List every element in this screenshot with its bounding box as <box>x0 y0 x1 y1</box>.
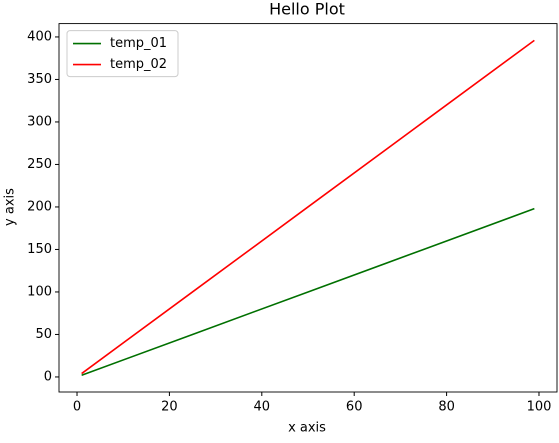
x-axis-label: x axis <box>288 421 326 436</box>
y-tick-label: 300 <box>27 114 52 129</box>
x-tick-label: 80 <box>438 400 455 415</box>
y-tick-label: 350 <box>27 72 52 87</box>
y-tick-label: 250 <box>27 157 52 172</box>
y-tick-label: 100 <box>27 284 52 299</box>
x-tick-label: 0 <box>73 400 81 415</box>
y-tick-label: 50 <box>35 327 52 342</box>
x-tick-label: 60 <box>346 400 363 415</box>
y-tick-label: 200 <box>27 199 52 214</box>
series-line <box>81 39 535 375</box>
series-line <box>81 207 535 377</box>
legend-label: temp_01 <box>110 36 167 51</box>
plot-frame <box>58 23 558 393</box>
x-tick-label: 100 <box>527 400 552 415</box>
x-tick-label: 40 <box>254 400 271 415</box>
legend-label: temp_02 <box>110 57 167 72</box>
y-tick-label: 0 <box>44 369 52 384</box>
y-axis-label: y axis <box>3 188 18 226</box>
chart-title: Hello Plot <box>269 0 345 19</box>
x-tick-label: 20 <box>161 400 178 415</box>
y-tick-label: 400 <box>27 29 52 44</box>
y-tick-label: 150 <box>27 242 52 257</box>
